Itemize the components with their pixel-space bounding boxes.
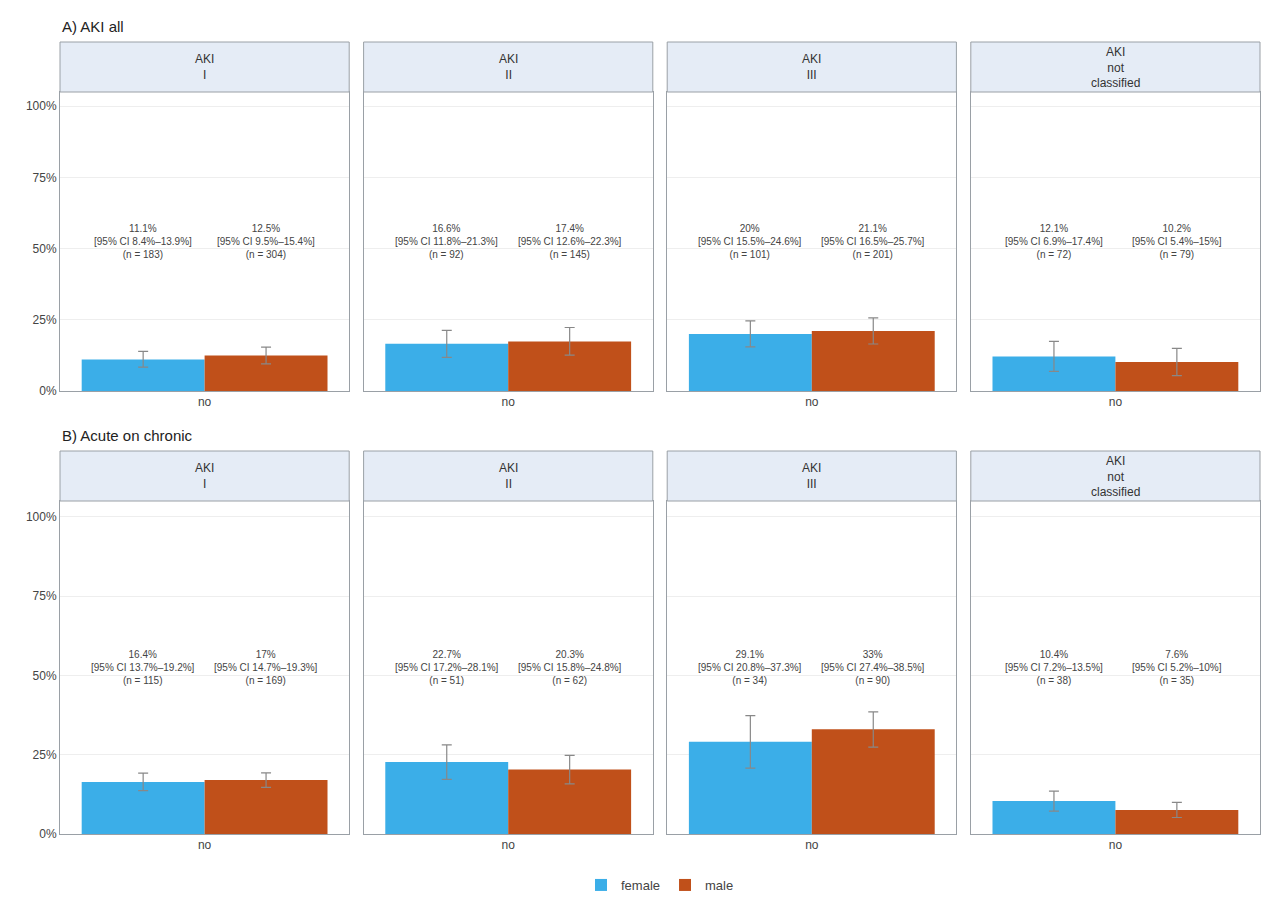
svg-text:AKInotclassified: AKInotclassified xyxy=(1091,454,1140,499)
svg-text:25%: 25% xyxy=(33,748,57,762)
svg-text:no: no xyxy=(1109,395,1123,409)
svg-text:AKIII: AKIII xyxy=(499,461,518,491)
svg-text:0%: 0% xyxy=(39,384,57,398)
svg-text:7.6%[95% CI 5.2%–10%](n = 35): 7.6%[95% CI 5.2%–10%](n = 35) xyxy=(1132,649,1222,686)
svg-text:75%: 75% xyxy=(33,171,57,185)
svg-text:10.4%[95% CI 7.2%–13.5%](n = 3: 10.4%[95% CI 7.2%–13.5%](n = 38) xyxy=(1005,649,1103,686)
svg-text:11.1%[95% CI 8.4%–13.9%](n = 1: 11.1%[95% CI 8.4%–13.9%](n = 183) xyxy=(94,223,192,260)
svg-text:16.4%[95% CI 13.7%–19.2%](n =: 16.4%[95% CI 13.7%–19.2%](n = 115) xyxy=(91,649,195,686)
svg-text:AKInotclassified: AKInotclassified xyxy=(1091,45,1140,90)
svg-text:25%: 25% xyxy=(33,313,57,327)
svg-text:16.6%[95% CI 11.8%–21.3%](n =: 16.6%[95% CI 11.8%–21.3%](n = 92) xyxy=(395,223,498,260)
svg-text:100%: 100% xyxy=(26,99,57,113)
svg-text:AKII: AKII xyxy=(195,461,214,491)
svg-text:50%: 50% xyxy=(33,669,57,683)
svg-text:20.3%[95% CI 15.8%–24.8%](n =: 20.3%[95% CI 15.8%–24.8%](n = 62) xyxy=(518,649,622,686)
svg-text:A) AKI all: A) AKI all xyxy=(62,18,124,35)
svg-text:33%[95% CI 27.4%–38.5%](n = 90: 33%[95% CI 27.4%–38.5%](n = 90) xyxy=(821,649,925,686)
svg-text:12.1%[95% CI 6.9%–17.4%](n = 7: 12.1%[95% CI 6.9%–17.4%](n = 72) xyxy=(1005,223,1103,260)
svg-text:male: male xyxy=(705,878,733,893)
svg-text:0%: 0% xyxy=(39,827,57,841)
svg-text:no: no xyxy=(502,838,516,852)
svg-text:no: no xyxy=(805,395,819,409)
svg-text:20%[95% CI 15.5%–24.6%](n = 10: 20%[95% CI 15.5%–24.6%](n = 101) xyxy=(698,223,802,260)
svg-text:no: no xyxy=(198,395,212,409)
svg-text:AKII: AKII xyxy=(195,52,214,82)
svg-text:10.2%[95% CI 5.4%–15%](n = 79): 10.2%[95% CI 5.4%–15%](n = 79) xyxy=(1132,223,1222,260)
svg-text:no: no xyxy=(805,838,819,852)
svg-text:no: no xyxy=(198,838,212,852)
svg-text:17.4%[95% CI 12.6%–22.3%](n =: 17.4%[95% CI 12.6%–22.3%](n = 145) xyxy=(518,223,622,260)
svg-text:no: no xyxy=(502,395,516,409)
svg-text:female: female xyxy=(621,878,660,893)
svg-text:100%: 100% xyxy=(26,510,57,524)
svg-text:75%: 75% xyxy=(33,589,57,603)
svg-text:B) Acute on chronic: B) Acute on chronic xyxy=(62,427,193,444)
svg-text:AKIIII: AKIIII xyxy=(802,52,821,82)
svg-text:21.1%[95% CI 16.5%–25.7%](n =: 21.1%[95% CI 16.5%–25.7%](n = 201) xyxy=(821,223,925,260)
svg-text:AKIII: AKIII xyxy=(499,52,518,82)
svg-text:22.7%[95% CI 17.2%–28.1%](n =: 22.7%[95% CI 17.2%–28.1%](n = 51) xyxy=(395,649,499,686)
svg-text:50%: 50% xyxy=(33,242,57,256)
svg-text:no: no xyxy=(1109,838,1123,852)
svg-text:29.1%[95% CI 20.8%–37.3%](n =: 29.1%[95% CI 20.8%–37.3%](n = 34) xyxy=(698,649,802,686)
svg-text:17%[95% CI 14.7%–19.3%](n = 16: 17%[95% CI 14.7%–19.3%](n = 169) xyxy=(214,649,318,686)
svg-text:12.5%[95% CI 9.5%–15.4%](n = 3: 12.5%[95% CI 9.5%–15.4%](n = 304) xyxy=(217,223,315,260)
svg-text:AKIIII: AKIIII xyxy=(802,461,821,491)
